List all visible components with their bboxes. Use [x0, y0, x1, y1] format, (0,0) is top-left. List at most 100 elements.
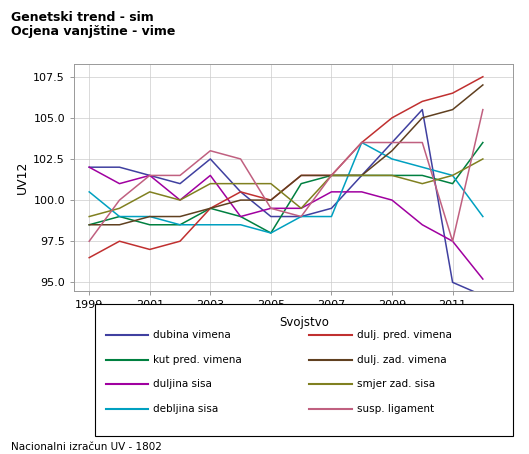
susp. ligament [116, 197, 123, 203]
kut pred. vimena [329, 173, 335, 178]
kut pred. vimena [298, 181, 304, 186]
Text: debljina sisa: debljina sisa [153, 404, 218, 414]
Text: susp. ligament: susp. ligament [357, 404, 434, 414]
kut pred. vimena [419, 173, 425, 178]
dubina vimena [359, 173, 365, 178]
smjer zad. sisa [419, 181, 425, 186]
X-axis label: Godina rođenja: Godina rođenja [245, 315, 342, 328]
dubina vimena [177, 181, 183, 186]
Line: duljina sisa: duljina sisa [89, 167, 483, 279]
duljina sisa [419, 222, 425, 227]
dulj. zad. vimena [480, 82, 486, 88]
dulj. pred. vimena [389, 115, 395, 121]
dubina vimena [116, 164, 123, 170]
dubina vimena [147, 173, 153, 178]
dulj. pred. vimena [329, 173, 335, 178]
debljina sisa [207, 222, 214, 227]
susp. ligament [419, 140, 425, 145]
smjer zad. sisa [389, 173, 395, 178]
Line: dulj. pred. vimena: dulj. pred. vimena [89, 77, 483, 258]
smjer zad. sisa [238, 181, 244, 186]
duljina sisa [86, 164, 93, 170]
dulj. pred. vimena [419, 99, 425, 104]
dulj. zad. vimena [177, 214, 183, 219]
Line: kut pred. vimena: kut pred. vimena [89, 143, 483, 233]
duljina sisa [207, 173, 214, 178]
susp. ligament [238, 156, 244, 162]
dulj. zad. vimena [389, 148, 395, 153]
smjer zad. sisa [177, 197, 183, 203]
dulj. zad. vimena [238, 197, 244, 203]
duljina sisa [389, 197, 395, 203]
Text: kut pred. vimena: kut pred. vimena [153, 355, 242, 365]
dulj. zad. vimena [450, 107, 456, 112]
kut pred. vimena [480, 140, 486, 145]
debljina sisa [116, 214, 123, 219]
kut pred. vimena [238, 214, 244, 219]
dubina vimena [298, 214, 304, 219]
Line: dulj. zad. vimena: dulj. zad. vimena [89, 85, 483, 225]
smjer zad. sisa [86, 214, 93, 219]
debljina sisa [359, 140, 365, 145]
debljina sisa [147, 214, 153, 219]
dulj. zad. vimena [419, 115, 425, 121]
dulj. zad. vimena [298, 173, 304, 178]
susp. ligament [147, 173, 153, 178]
duljina sisa [329, 189, 335, 195]
dulj. pred. vimena [207, 206, 214, 211]
susp. ligament [389, 140, 395, 145]
Line: dubina vimena: dubina vimena [89, 109, 483, 296]
susp. ligament [329, 173, 335, 178]
dubina vimena [450, 280, 456, 285]
duljina sisa [480, 276, 486, 282]
duljina sisa [359, 189, 365, 195]
smjer zad. sisa [116, 206, 123, 211]
debljina sisa [298, 214, 304, 219]
susp. ligament [480, 107, 486, 112]
dulj. pred. vimena [359, 140, 365, 145]
kut pred. vimena [86, 222, 93, 227]
Text: Svojstvo: Svojstvo [279, 316, 329, 329]
susp. ligament [207, 148, 214, 153]
Line: smjer zad. sisa: smjer zad. sisa [89, 159, 483, 217]
Text: duljina sisa: duljina sisa [153, 379, 212, 389]
smjer zad. sisa [329, 173, 335, 178]
debljina sisa [86, 189, 93, 195]
dulj. zad. vimena [207, 206, 214, 211]
susp. ligament [268, 206, 274, 211]
dulj. zad. vimena [86, 222, 93, 227]
dubina vimena [268, 214, 274, 219]
smjer zad. sisa [450, 173, 456, 178]
debljina sisa [238, 222, 244, 227]
dulj. pred. vimena [147, 247, 153, 252]
debljina sisa [389, 156, 395, 162]
dulj. pred. vimena [298, 173, 304, 178]
duljina sisa [450, 238, 456, 244]
duljina sisa [298, 206, 304, 211]
dulj. zad. vimena [268, 197, 274, 203]
dulj. zad. vimena [116, 222, 123, 227]
dubina vimena [389, 140, 395, 145]
debljina sisa [177, 222, 183, 227]
dulj. zad. vimena [359, 173, 365, 178]
kut pred. vimena [207, 206, 214, 211]
susp. ligament [298, 214, 304, 219]
smjer zad. sisa [359, 173, 365, 178]
Line: susp. ligament: susp. ligament [89, 109, 483, 241]
dulj. pred. vimena [238, 189, 244, 195]
duljina sisa [177, 197, 183, 203]
debljina sisa [480, 214, 486, 219]
dulj. pred. vimena [450, 90, 456, 96]
dubina vimena [207, 156, 214, 162]
dubina vimena [480, 293, 486, 298]
kut pred. vimena [389, 173, 395, 178]
duljina sisa [116, 181, 123, 186]
kut pred. vimena [177, 222, 183, 227]
smjer zad. sisa [268, 181, 274, 186]
dulj. pred. vimena [177, 238, 183, 244]
debljina sisa [450, 173, 456, 178]
susp. ligament [177, 173, 183, 178]
kut pred. vimena [147, 222, 153, 227]
duljina sisa [268, 206, 274, 211]
debljina sisa [268, 230, 274, 236]
